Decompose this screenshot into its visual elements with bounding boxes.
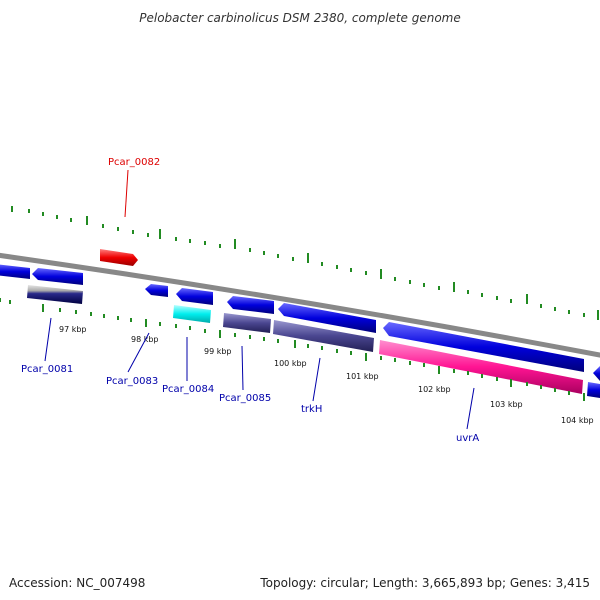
category-pcar0084[interactable]: [173, 305, 211, 323]
leader-pcar0085: [241, 345, 244, 391]
cds-pcar0082-arrow[interactable]: [100, 249, 138, 266]
scale-label: 104 kbp: [561, 416, 594, 425]
gene-label-pcar0084[interactable]: Pcar_0084: [162, 384, 214, 395]
scale-label: 100 kbp: [274, 359, 307, 368]
scale-label: 97 kbp: [59, 325, 87, 334]
category-next[interactable]: [587, 382, 600, 398]
cds-uvra-arrow[interactable]: [383, 322, 584, 372]
scale-label: 99 kbp: [204, 347, 232, 356]
cds-pcar0085-arrow[interactable]: [227, 296, 274, 314]
category-row: [27, 285, 600, 398]
leader-trkh: [312, 357, 321, 402]
category-pcar0085[interactable]: [223, 313, 271, 333]
gene-label-pcar0083[interactable]: Pcar_0083: [106, 376, 158, 387]
inner-tick-ring: [0, 298, 585, 401]
scale-label: 102 kbp: [418, 385, 451, 394]
cds-pcar0081-arrow[interactable]: [32, 268, 83, 285]
gene-label-uvra[interactable]: uvrA: [456, 433, 479, 444]
accession-text: Accession: NC_007498: [9, 576, 146, 590]
leader-pcar0082: [124, 169, 129, 218]
genome-backbone: [0, 252, 600, 358]
cds-next-arrow[interactable]: [593, 366, 600, 381]
scale-label: 101 kbp: [346, 372, 379, 381]
gene-label-pcar0085[interactable]: Pcar_0085: [219, 393, 271, 404]
leader-pcar0083: [127, 332, 150, 373]
label-leaders: [44, 169, 475, 430]
gene-label-pcar0082[interactable]: Pcar_0082: [108, 157, 160, 168]
cds-pcar0083a-arrow[interactable]: [145, 284, 168, 297]
reverse-strand-genes: [0, 264, 600, 381]
scale-label: 103 kbp: [490, 400, 523, 409]
category-trkh[interactable]: [273, 320, 374, 352]
scale-labels: 97 kbp 98 kbp 99 kbp 100 kbp 101 kbp 102…: [59, 325, 594, 425]
cds-trkh-arrow[interactable]: [278, 303, 376, 333]
category-pcar0081[interactable]: [27, 285, 83, 304]
cds-pcar0083-arrow[interactable]: [176, 288, 213, 305]
scale-label: 98 kbp: [131, 335, 159, 344]
leader-uvra: [466, 387, 475, 430]
map-title: Pelobacter carbinolicus DSM 2380, comple…: [139, 11, 461, 25]
category-uvra[interactable]: [379, 340, 583, 394]
genome-summary-text: Topology: circular; Length: 3,665,893 bp…: [260, 576, 590, 590]
gene-label-pcar0081[interactable]: Pcar_0081: [21, 364, 73, 375]
gene-label-trkh[interactable]: trkH: [301, 404, 322, 415]
cds-pcar0080-arrow[interactable]: [0, 264, 30, 279]
leader-pcar0081: [44, 317, 52, 362]
outer-tick-ring: [11, 206, 599, 320]
gene-labels: Pcar_0082 Pcar_0081 Pcar_0083 Pcar_0084 …: [21, 157, 479, 444]
